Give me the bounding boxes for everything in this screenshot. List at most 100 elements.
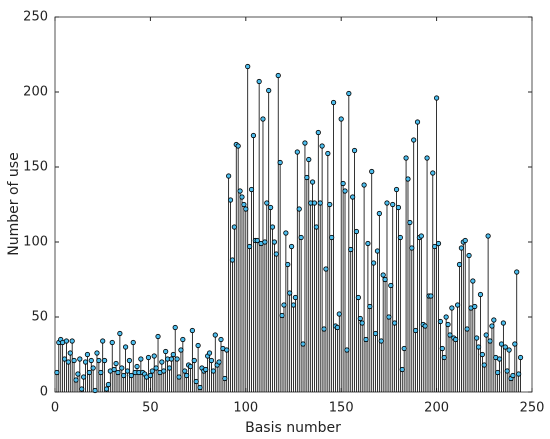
stem-marker [241,201,247,208]
stem-marker [378,338,384,344]
x-tick-label: 200 [424,401,449,416]
stem-marker [300,341,306,347]
stem-marker [424,155,430,161]
y-tick-label: 250 [23,10,48,25]
stem-marker [371,260,377,266]
stem-marker [121,372,127,379]
stem-marker [489,323,495,329]
stem-marker [357,315,363,322]
stem-marker [317,200,323,206]
stem-marker [119,365,125,371]
stem-marker [122,344,129,350]
stem-marker [403,155,409,161]
stem-marker [187,363,194,370]
stem-marker [306,156,312,163]
y-tick-label: 200 [23,85,48,100]
stem-marker [435,240,442,247]
y-tick-label: 150 [23,160,48,175]
stem-marker [264,200,270,206]
stem-marker [271,239,278,245]
stem-marker [155,333,161,340]
stem-marker [330,99,337,106]
stem-marker [298,234,304,241]
stem-marker [319,143,325,149]
stem-marker [100,338,106,344]
stem-marker [191,357,197,364]
stem-marker [254,237,260,244]
stem-marker [67,350,73,356]
stem-marker [243,206,249,212]
stem-marker [109,339,115,346]
stem-marker [350,194,356,200]
stem-marker [134,363,140,370]
stem-marker [208,357,215,364]
stem-marker [178,347,184,353]
stem-marker [222,375,228,382]
stem-marker [487,338,493,344]
stem-marker [407,219,413,226]
stem-marker [229,257,236,263]
stem-marker [250,132,257,139]
stem-marker [304,174,310,181]
stem-marker [353,228,360,235]
stem-marker [283,230,289,236]
stem-marker [380,272,386,278]
stem-marker [405,176,411,182]
stem-marker [279,312,285,319]
stem-marker [340,180,346,187]
stem-marker [98,369,104,376]
stem-marker [268,204,274,211]
stem-marker [256,78,262,85]
stem-marker [210,368,216,374]
stem-marker [294,149,300,155]
stem-marker [432,243,438,250]
stem-marker [334,324,340,331]
stem-marker [445,321,451,328]
x-axis-label: Basis number [245,420,341,436]
stem-marker [386,314,392,320]
stem-marker [430,170,436,176]
stem-marker [443,314,449,320]
stem-marker [439,345,445,352]
stem-marker [359,320,365,326]
stem-marker [395,204,402,211]
stem-marker [128,372,134,379]
stem-marker [197,384,203,391]
stem-marker [456,261,463,268]
stem-marker [61,356,68,362]
stem-marker [504,368,510,374]
stem-marker [115,369,121,376]
stem-marker [344,347,350,353]
stem-marker [239,194,245,200]
stem-marker [193,378,199,385]
stem-marker [411,137,417,143]
x-tick-label: 0 [51,401,59,416]
stem-marker [269,224,276,230]
stem-marker [496,356,503,362]
stem-marker [287,290,293,296]
stem-marker [475,344,482,350]
y-axis-label: Number of use [6,152,22,255]
stem-marker [382,276,388,283]
stem-marker [149,368,155,374]
stem-marker [111,366,117,373]
stem-marker [495,369,501,376]
stem-marker [458,245,465,251]
stem-marker [203,366,209,373]
stem-marker [151,353,157,359]
stem-marker [174,356,180,362]
stem-marker [84,351,91,358]
stem-marker [498,341,505,347]
stem-marker [466,252,472,259]
stem-marker [260,116,266,122]
stem-marker [313,224,319,230]
stem-marker [77,356,83,362]
stem-marker [365,240,371,247]
stem-marker [159,359,165,365]
stem-marker [384,200,390,206]
stem-marker [184,372,190,379]
stem-marker [474,335,480,341]
stem-marker [248,186,255,193]
stem-marker [390,201,396,208]
